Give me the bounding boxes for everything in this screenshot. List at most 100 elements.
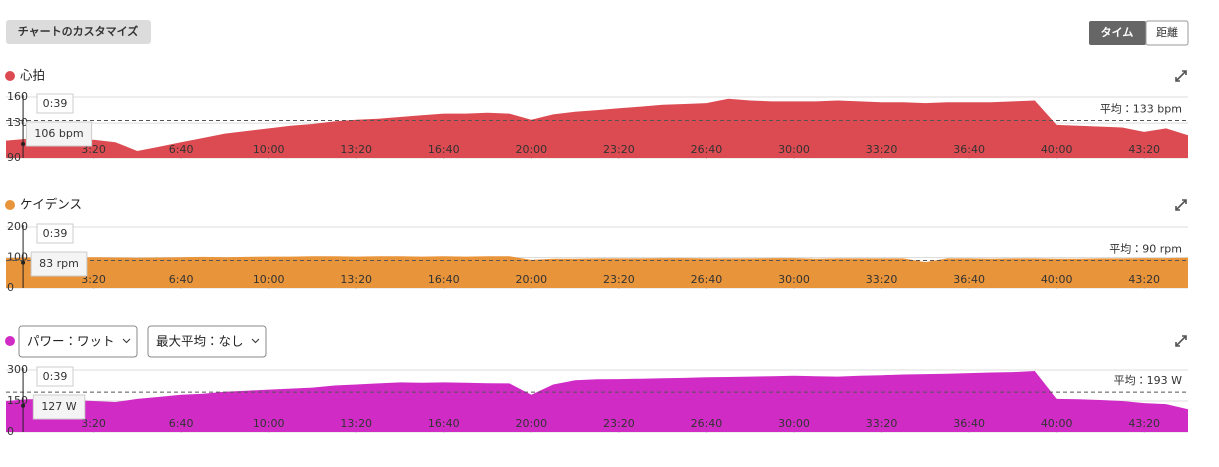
dropdown-box	[147, 325, 267, 358]
customize-button[interactable]: チャートのカスタマイズ	[6, 20, 151, 44]
x-tick-label: 26:40	[691, 417, 723, 430]
x-tick-label: 20:00	[515, 273, 547, 286]
x-tick-label: 23:20	[603, 143, 635, 156]
y-tick-label: 0	[7, 281, 14, 294]
tooltip-x-label: 0:39	[43, 97, 68, 110]
average-label-bg	[1106, 240, 1185, 257]
y-tick-label: 100	[7, 251, 28, 264]
x-tick-label: 43:20	[1128, 417, 1160, 430]
tooltip-x-label: 0:39	[43, 227, 68, 240]
x-tick-label: 36:40	[953, 273, 985, 286]
y-tick-label: 130	[7, 116, 28, 129]
toggle-label: 距離	[1156, 25, 1178, 39]
dropdown-label: パワー：ワット	[27, 334, 115, 349]
x-tick-label: 16:40	[428, 143, 460, 156]
dropdown[interactable]: パワー：ワット	[18, 325, 138, 358]
hover-point	[21, 403, 26, 408]
tooltip-value-label: 106 bpm	[34, 127, 83, 140]
x-tick-label: 43:20	[1128, 273, 1160, 286]
dropdown-box	[18, 325, 138, 358]
area	[6, 256, 1188, 288]
x-tick-label: 30:00	[778, 273, 810, 286]
tooltip-box	[25, 121, 93, 147]
tooltip: 0:39 127 W	[32, 366, 86, 420]
x-tick-label: 33:20	[866, 143, 898, 156]
x-tick-label: 20:00	[515, 143, 547, 156]
tooltip-box	[36, 93, 74, 114]
dropdown-label: 最大平均：なし	[156, 334, 244, 349]
legend-dot	[5, 71, 15, 81]
tooltip-value-label: 83 rpm	[39, 257, 79, 270]
x-tick-label: 30:00	[778, 143, 810, 156]
tooltip: 0:39 106 bpm	[25, 93, 93, 147]
area	[6, 98, 1188, 158]
average-label-bg	[1110, 372, 1186, 389]
expand-icon[interactable]	[1175, 335, 1187, 347]
x-tick-label: 3:20	[81, 273, 106, 286]
chevron	[122, 338, 131, 344]
x-tick-label: 40:00	[1041, 273, 1073, 286]
y-tick-label: 200	[7, 220, 28, 233]
dropdown[interactable]: 最大平均：なし	[147, 325, 267, 358]
expand-icon[interactable]	[1175, 70, 1187, 82]
x-tick-label: 26:40	[691, 273, 723, 286]
tooltip-value-label: 127 W	[41, 400, 76, 413]
y-tick-label: 300	[7, 363, 28, 376]
chart-title: 心拍	[20, 68, 45, 83]
x-tick-label: 13:20	[340, 143, 372, 156]
x-tick-label: 40:00	[1041, 417, 1073, 430]
x-tick-label: 36:40	[953, 417, 985, 430]
y-tick-label: 160	[7, 90, 28, 103]
average-label: 平均：133 bpm	[1100, 102, 1182, 116]
x-tick-label: 23:20	[603, 417, 635, 430]
tooltip-box	[36, 366, 74, 387]
tooltip-box	[36, 223, 74, 244]
x-tick-label: 10:00	[253, 417, 285, 430]
x-tick-label: 6:40	[169, 417, 194, 430]
x-tick-label: 36:40	[953, 143, 985, 156]
x-tick-label: 13:20	[340, 273, 372, 286]
x-tick-label: 33:20	[866, 417, 898, 430]
x-tick-label: 6:40	[169, 143, 194, 156]
x-tick-label: 6:40	[169, 273, 194, 286]
toggle: タイム 距離	[1089, 20, 1189, 46]
area	[6, 371, 1188, 432]
x-tick-label: 20:00	[515, 417, 547, 430]
y-tick-label: 90	[7, 151, 21, 164]
chart: ケイデンス 0 100 200 3:20 6:40 10:00 13:20 16:40 20:00…	[5, 197, 1188, 294]
x-tick-label: 16:40	[428, 417, 460, 430]
x-tick-label: 13:20	[340, 417, 372, 430]
tooltip-x-label: 0:39	[43, 370, 68, 383]
hover-point	[21, 142, 26, 147]
average-label: 平均：193 W	[1114, 373, 1182, 387]
tooltip-box	[32, 394, 86, 420]
x-tick-label: 10:00	[253, 273, 285, 286]
x-tick-label: 40:00	[1041, 143, 1073, 156]
chart-title: ケイデンス	[20, 197, 82, 212]
x-tick-label: 10:00	[253, 143, 285, 156]
x-tick-label: 23:20	[603, 273, 635, 286]
x-tick-label: 3:20	[81, 417, 106, 430]
tooltip-box	[30, 251, 88, 277]
x-tick-label: 16:40	[428, 273, 460, 286]
tooltip: 0:39 83 rpm	[30, 223, 88, 277]
x-tick-label: 30:00	[778, 417, 810, 430]
y-tick-label: 0	[7, 425, 14, 438]
toggle-label: タイム	[1101, 26, 1134, 39]
chevron	[251, 338, 260, 344]
average-label-bg	[1096, 100, 1185, 117]
hover-point	[21, 260, 26, 265]
x-tick-label: 33:20	[866, 273, 898, 286]
average-label: 平均：90 rpm	[1109, 242, 1182, 256]
button-bg	[6, 20, 151, 44]
button-label: チャートのカスタマイズ	[18, 24, 139, 38]
legend-dot	[5, 200, 15, 210]
toggle-time[interactable]	[1089, 21, 1146, 45]
toggle-distance[interactable]	[1145, 20, 1189, 46]
x-tick-label: 26:40	[691, 143, 723, 156]
expand-icon[interactable]	[1175, 199, 1187, 211]
